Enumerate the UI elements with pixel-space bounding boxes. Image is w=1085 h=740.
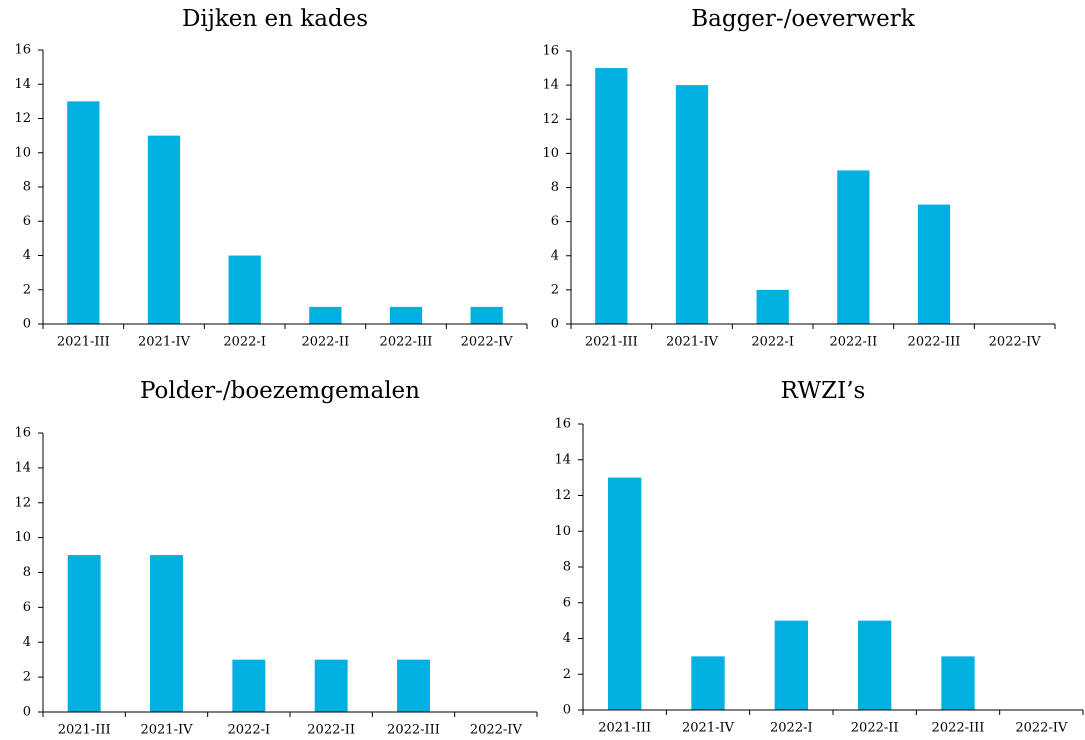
x-tick-label: 2022-I: [751, 335, 794, 350]
y-tick-label: 2: [23, 670, 31, 685]
bar: [150, 555, 183, 712]
bar: [941, 656, 975, 710]
bar: [858, 620, 892, 710]
y-tick-label: 8: [23, 565, 31, 580]
y-tick-label: 6: [23, 214, 31, 229]
chart-title: Polder-/boezemgemalen: [140, 378, 420, 404]
y-tick-label: 4: [23, 248, 31, 263]
y-tick-label: 6: [23, 600, 31, 615]
x-tick-label: 2022-II: [301, 335, 349, 350]
y-tick-label: 2: [563, 667, 571, 682]
x-tick-label: 2022-III: [380, 335, 433, 350]
bar: [837, 170, 870, 324]
y-tick-label: 6: [563, 595, 571, 610]
y-tick-label: 0: [563, 703, 571, 718]
y-tick-label: 4: [23, 635, 31, 650]
bar: [232, 659, 266, 712]
y-tick-label: 6: [551, 214, 559, 229]
bar: [756, 289, 789, 324]
x-tick-label: 2021-IV: [666, 335, 719, 350]
y-tick-label: 10: [554, 524, 571, 539]
x-tick-label: 2021-III: [57, 335, 110, 350]
y-tick-label: 4: [551, 248, 559, 263]
bar: [314, 659, 348, 712]
bar: [608, 477, 642, 710]
y-tick-label: 2: [551, 282, 559, 297]
bar: [470, 306, 503, 324]
y-tick-label: 8: [563, 560, 571, 575]
x-tick-label: 2022-I: [223, 335, 266, 350]
y-tick-label: 16: [554, 417, 571, 432]
y-tick-label: 14: [14, 460, 31, 475]
y-tick-label: 10: [542, 146, 559, 161]
bar: [309, 306, 342, 324]
x-tick-label: 2022-III: [932, 721, 985, 736]
bar: [147, 135, 181, 324]
y-tick-label: 0: [23, 317, 31, 332]
x-tick-label: 2022-II: [851, 721, 899, 736]
y-tick-label: 0: [551, 317, 559, 332]
y-tick-label: 8: [551, 180, 559, 195]
y-tick-label: 8: [23, 180, 31, 195]
y-tick-label: 14: [554, 452, 571, 467]
y-tick-label: 0: [23, 705, 31, 720]
y-tick-label: 2: [23, 282, 31, 297]
x-tick-label: 2022-IV: [989, 335, 1042, 350]
bar: [691, 656, 725, 710]
bar: [595, 68, 628, 324]
bar: [774, 620, 808, 710]
x-tick-label: 2022-III: [387, 723, 440, 738]
y-tick-label: 10: [14, 530, 31, 545]
x-tick-label: 2022-IV: [470, 723, 523, 738]
y-tick-label: 16: [542, 44, 559, 59]
y-tick-label: 12: [14, 111, 31, 126]
x-tick-label: 2022-II: [307, 723, 355, 738]
y-tick-label: 16: [14, 43, 31, 58]
x-tick-label: 2022-I: [770, 721, 813, 736]
y-tick-label: 14: [542, 78, 559, 93]
y-tick-label: 16: [14, 426, 31, 441]
y-tick-label: 12: [542, 112, 559, 127]
y-tick-label: 12: [14, 495, 31, 510]
chart-title: Bagger-/oeverwerk: [691, 6, 916, 32]
bar: [67, 555, 101, 712]
chart-title: Dijken en kades: [182, 6, 368, 32]
x-tick-label: 2022-II: [829, 335, 877, 350]
y-tick-label: 10: [14, 145, 31, 160]
bar: [67, 101, 100, 324]
x-tick-label: 2021-IV: [682, 721, 735, 736]
bar: [389, 306, 423, 324]
x-tick-label: 2021-IV: [141, 723, 194, 738]
bar: [675, 85, 709, 324]
x-tick-label: 2022-IV: [1015, 721, 1068, 736]
x-tick-label: 2022-IV: [461, 335, 514, 350]
bar: [397, 659, 430, 712]
x-tick-label: 2021-III: [585, 335, 638, 350]
y-tick-label: 4: [563, 631, 571, 646]
x-tick-label: 2021-III: [58, 723, 111, 738]
bar: [917, 204, 951, 324]
y-tick-label: 12: [554, 488, 571, 503]
chart-title: RWZI’s: [781, 378, 866, 404]
x-tick-label: 2021-III: [598, 721, 651, 736]
y-tick-label: 14: [14, 77, 31, 92]
x-tick-label: 2022-III: [908, 335, 961, 350]
x-tick-label: 2021-IV: [138, 335, 191, 350]
x-tick-label: 2022-I: [228, 723, 271, 738]
bar: [228, 255, 261, 324]
